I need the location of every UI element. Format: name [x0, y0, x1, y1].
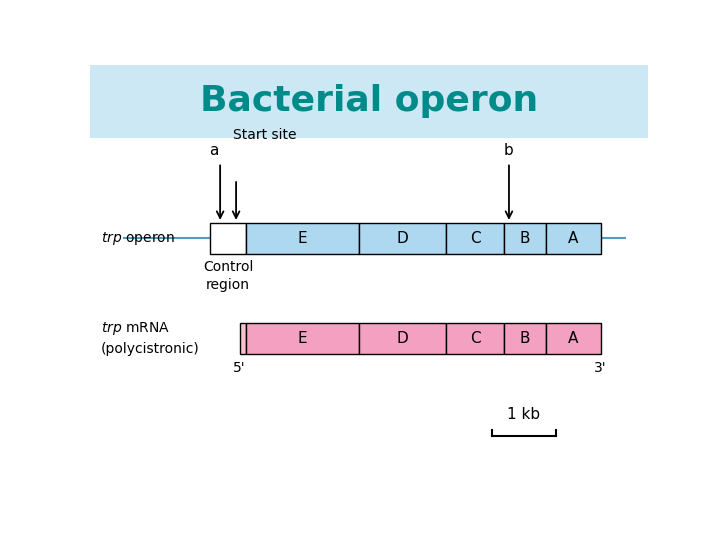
Text: B: B [520, 330, 530, 346]
Text: Start site: Start site [233, 128, 297, 141]
Text: a: a [209, 143, 218, 158]
Text: C: C [469, 330, 480, 346]
Text: A: A [568, 231, 578, 246]
Text: Bacterial operon: Bacterial operon [200, 84, 538, 118]
Text: $\it{trp}$ operon: $\it{trp}$ operon [101, 230, 175, 247]
Text: 3': 3' [594, 361, 607, 375]
Bar [359, 223, 446, 254]
Bar [240, 322, 246, 354]
Bar [546, 322, 600, 354]
Text: $\it{trp}$ mRNA
(polycistronic): $\it{trp}$ mRNA (polycistronic) [101, 320, 200, 356]
Bar [359, 322, 446, 354]
Text: D: D [397, 231, 408, 246]
Text: 1 kb: 1 kb [508, 407, 541, 422]
Bar [504, 223, 546, 254]
Bar [546, 223, 600, 254]
Bar [446, 223, 504, 254]
Text: B: B [520, 231, 530, 246]
Text: C: C [469, 231, 480, 246]
Text: E: E [298, 330, 307, 346]
Bar [446, 322, 504, 354]
Text: b: b [504, 143, 514, 158]
Bar [504, 322, 546, 354]
Bar [90, 65, 648, 138]
Text: E: E [298, 231, 307, 246]
Bar [246, 322, 359, 354]
Text: Control
region: Control region [203, 260, 253, 292]
Text: D: D [397, 330, 408, 346]
Text: 5': 5' [233, 361, 246, 375]
Bar [210, 223, 246, 254]
Bar [246, 223, 359, 254]
Text: A: A [568, 330, 578, 346]
